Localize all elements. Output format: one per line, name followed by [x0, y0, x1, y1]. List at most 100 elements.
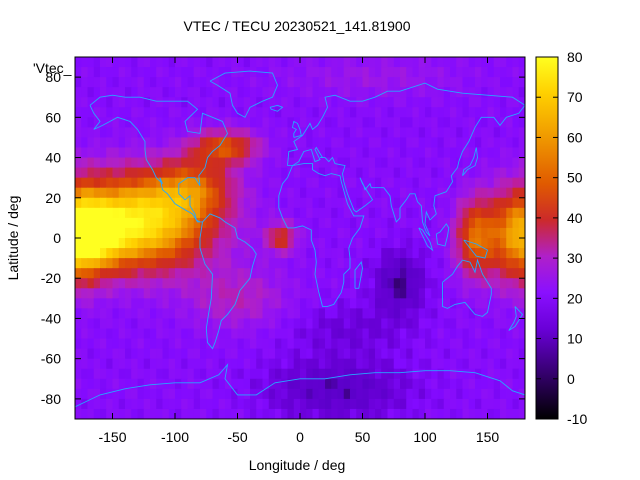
heat-cell: [387, 187, 395, 199]
heat-cell: [156, 258, 164, 269]
heat-cell: [93, 77, 101, 88]
heat-cell: [81, 67, 89, 78]
heat-cell: [350, 278, 357, 289]
heat-cell: [412, 147, 420, 159]
heat-cell: [368, 378, 376, 390]
heat-cell: [443, 137, 451, 149]
heat-cell: [406, 217, 414, 229]
heat-cell: [125, 288, 132, 299]
heat-cell: [218, 167, 226, 179]
heat-cell: [212, 268, 220, 279]
heat-cell: [362, 217, 370, 229]
heat-cell: [375, 388, 382, 400]
heat-cell: [387, 258, 395, 269]
heat-cell: [325, 77, 332, 88]
heat-cell: [287, 308, 295, 320]
heat-cell: [431, 77, 439, 88]
heat-cell: [456, 167, 464, 179]
heat-cell: [368, 147, 376, 159]
heat-cell: [293, 288, 301, 299]
heat-cell: [312, 57, 320, 68]
heat-cell: [450, 187, 457, 199]
heat-cell: [312, 177, 320, 189]
heat-cell: [250, 268, 257, 279]
heat-cell: [350, 318, 357, 330]
heat-cell: [225, 388, 232, 400]
heat-cell: [175, 318, 182, 330]
heat-cell: [512, 97, 520, 108]
heat-cell: [212, 408, 220, 419]
heat-cell: [175, 248, 182, 259]
heat-cell: [181, 388, 189, 400]
heat-cell: [118, 57, 126, 68]
heat-cell: [325, 107, 332, 118]
heat-cell: [200, 298, 207, 309]
heat-cell: [500, 127, 507, 139]
heat-cell: [518, 248, 525, 259]
heat-cell: [300, 227, 307, 239]
heat-cell: [156, 77, 164, 88]
heat-cell: [262, 268, 270, 279]
heat-cell: [268, 368, 276, 380]
heat-cell: [175, 388, 182, 400]
heat-cell: [231, 117, 239, 128]
heat-cell: [306, 187, 314, 199]
heat-cell: [481, 378, 489, 390]
heat-cell: [362, 167, 370, 179]
heat-cell: [506, 268, 514, 279]
heat-cell: [112, 197, 120, 209]
heat-cell: [450, 87, 457, 98]
heat-cell: [331, 358, 339, 370]
heat-cell: [368, 227, 376, 239]
heat-cell: [393, 348, 401, 360]
heat-cell: [81, 288, 89, 299]
heat-cell: [481, 408, 489, 419]
heat-cell: [137, 197, 145, 209]
heat-cell: [356, 127, 364, 139]
heat-cell: [137, 107, 145, 118]
heat-cell: [243, 137, 251, 149]
heat-cell: [450, 217, 457, 229]
heat-cell: [143, 398, 151, 410]
heat-cell: [231, 398, 239, 410]
heat-cell: [100, 238, 107, 249]
heat-cell: [481, 107, 489, 118]
heat-cell: [393, 57, 401, 68]
heat-cell: [87, 408, 95, 419]
heat-cell: [106, 248, 114, 259]
heat-cell: [475, 308, 482, 320]
heat-cell: [281, 298, 289, 309]
heat-cell: [293, 368, 301, 380]
heat-cell: [131, 268, 139, 279]
heat-cell: [262, 338, 270, 350]
heat-cell: [325, 298, 332, 309]
heat-cell: [243, 258, 251, 269]
heat-cell: [406, 358, 414, 370]
heat-cell: [468, 67, 476, 78]
heat-cell: [293, 197, 301, 209]
heat-cell: [87, 177, 95, 189]
heat-cell: [193, 268, 201, 279]
heat-cell: [150, 107, 157, 118]
heat-cell: [356, 107, 364, 118]
heat-cell: [387, 57, 395, 68]
heat-cell: [362, 117, 370, 128]
heat-cell: [131, 328, 139, 340]
heat-cell: [200, 308, 207, 320]
heat-cell: [100, 107, 107, 118]
heat-cell: [243, 117, 251, 128]
heat-cell: [93, 378, 101, 390]
heat-cell: [168, 77, 176, 88]
heat-cell: [387, 87, 395, 98]
heat-cell: [193, 217, 201, 229]
heat-cell: [131, 187, 139, 199]
heat-cell: [268, 167, 276, 179]
heat-cell: [506, 207, 514, 219]
heat-cell: [331, 117, 339, 128]
heat-cell: [156, 217, 164, 229]
heat-cell: [518, 157, 525, 169]
heat-cell: [300, 258, 307, 269]
heat-cell: [268, 217, 276, 229]
heat-cell: [468, 278, 476, 289]
heat-cell: [225, 338, 232, 350]
